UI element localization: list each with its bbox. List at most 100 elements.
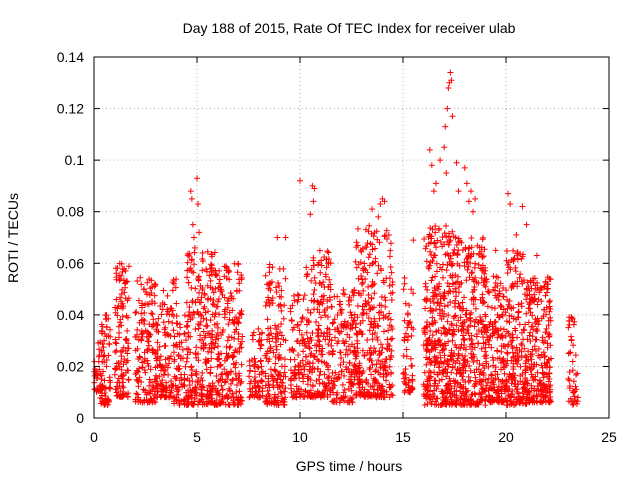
data-point <box>190 234 197 241</box>
data-point <box>226 309 233 316</box>
data-point <box>378 394 385 401</box>
data-point <box>187 265 194 272</box>
data-point <box>427 394 434 401</box>
data-point <box>426 321 433 328</box>
data-point <box>387 240 394 247</box>
data-point <box>163 392 170 399</box>
data-point <box>275 401 282 408</box>
data-point <box>503 287 510 294</box>
data-point <box>199 267 206 274</box>
data-point <box>139 359 146 366</box>
data-point <box>164 292 171 299</box>
data-point <box>533 361 540 368</box>
data-point <box>213 271 220 278</box>
data-point <box>230 353 237 360</box>
data-point <box>120 344 127 351</box>
data-point <box>183 299 190 306</box>
data-point <box>162 367 169 374</box>
data-point <box>546 375 553 382</box>
data-point <box>307 211 314 218</box>
data-point <box>98 328 105 335</box>
data-point <box>511 380 518 387</box>
data-point <box>358 248 365 255</box>
data-point <box>400 286 407 293</box>
y-tick-label: 0.02 <box>57 358 84 374</box>
data-point <box>510 334 517 341</box>
data-point <box>465 378 472 385</box>
data-point <box>291 369 298 376</box>
data-point <box>368 295 375 302</box>
data-point <box>279 379 286 386</box>
data-point <box>229 377 236 384</box>
data-point <box>191 310 198 317</box>
data-point <box>472 305 479 312</box>
data-point <box>461 164 468 171</box>
data-point <box>318 262 325 269</box>
data-point <box>382 303 389 310</box>
data-point <box>182 337 189 344</box>
data-point <box>268 371 275 378</box>
data-point <box>198 312 205 319</box>
data-point <box>544 281 551 288</box>
data-point <box>500 293 507 300</box>
data-point <box>112 309 119 316</box>
data-point <box>443 397 450 404</box>
data-point <box>440 360 447 367</box>
data-point <box>353 392 360 399</box>
data-point <box>326 380 333 387</box>
data-point <box>325 283 332 290</box>
data-point <box>514 386 521 393</box>
data-point <box>264 281 271 288</box>
data-point <box>435 286 442 293</box>
data-point <box>449 337 456 344</box>
data-point <box>99 323 106 330</box>
data-point <box>467 188 474 195</box>
data-point <box>381 198 388 205</box>
data-point <box>199 286 206 293</box>
data-point <box>215 356 222 363</box>
data-point <box>544 274 551 281</box>
data-point <box>525 357 532 364</box>
data-point <box>524 377 531 384</box>
data-point <box>386 322 393 329</box>
data-point <box>381 388 388 395</box>
data-point <box>207 399 214 406</box>
data-point <box>494 394 501 401</box>
data-point <box>442 251 449 258</box>
data-point <box>113 360 120 367</box>
data-point <box>531 398 538 405</box>
data-point <box>138 310 145 317</box>
data-point <box>503 376 510 383</box>
data-point <box>522 321 529 328</box>
data-point <box>360 287 367 294</box>
data-point <box>169 307 176 314</box>
data-point <box>306 345 313 352</box>
data-point <box>149 323 156 330</box>
data-point <box>262 352 269 359</box>
data-point <box>475 261 482 268</box>
data-point <box>103 333 110 340</box>
data-point <box>541 384 548 391</box>
data-point <box>112 265 119 272</box>
data-point <box>305 319 312 326</box>
data-point <box>273 331 280 338</box>
data-point <box>525 305 532 312</box>
data-point <box>201 334 208 341</box>
data-point <box>438 316 445 323</box>
data-point <box>147 390 154 397</box>
data-point <box>326 294 333 301</box>
data-point <box>480 298 487 305</box>
data-point <box>526 332 533 339</box>
data-point <box>467 397 474 404</box>
data-point <box>233 359 240 366</box>
data-point <box>186 382 193 389</box>
data-point <box>403 381 410 388</box>
data-point <box>452 312 459 319</box>
data-point <box>214 355 221 362</box>
x-axis-label: GPS time / hours <box>296 458 403 474</box>
data-point <box>102 400 109 407</box>
data-point <box>235 330 242 337</box>
data-point <box>453 241 460 248</box>
data-point <box>482 313 489 320</box>
y-tick-label: 0.08 <box>57 204 84 220</box>
